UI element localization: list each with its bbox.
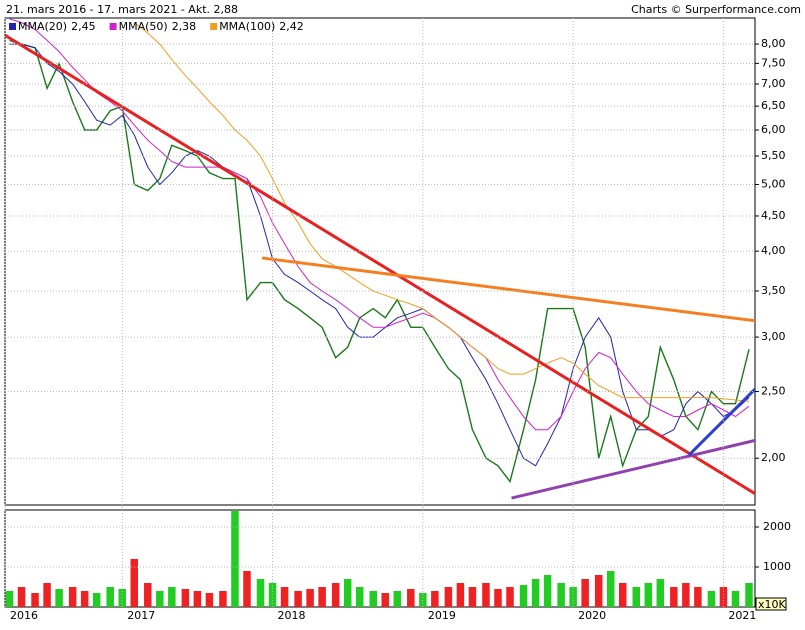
- volume-bar: [219, 591, 227, 607]
- volume-bar: [156, 591, 164, 607]
- volume-bar: [431, 591, 439, 607]
- volume-bar: [31, 593, 39, 607]
- y-tick-label: 5,00: [761, 177, 786, 190]
- price-panel: [4, 17, 756, 506]
- legend-swatch: [109, 23, 117, 30]
- volume-bar: [205, 593, 214, 607]
- y-tick-label: 2000: [763, 520, 791, 533]
- volume-bar: [144, 583, 152, 607]
- header-credit: Charts © Surperformance.com: [631, 3, 801, 16]
- y-tick-label: 8,00: [761, 37, 786, 50]
- legend-value: 2,42: [279, 20, 304, 33]
- trend-line: [687, 387, 755, 457]
- volume-bar: [707, 591, 716, 607]
- y-tick-label: 3,50: [761, 284, 786, 297]
- y-tick-label: 1000: [763, 560, 791, 573]
- volume-bar: [731, 591, 740, 607]
- volume-bar: [670, 587, 678, 607]
- volume-bar: [606, 571, 615, 607]
- volume-bar: [343, 579, 352, 607]
- volume-bar: [106, 587, 114, 607]
- legend-label: MMA(100): [219, 20, 275, 33]
- volume-bar: [618, 583, 627, 607]
- unit-label: x10K: [758, 598, 787, 611]
- volume-bar: [331, 583, 340, 607]
- volume-bar: [355, 587, 364, 607]
- volume-bar: [407, 589, 415, 607]
- volume-bar: [43, 583, 51, 607]
- volume-bar: [17, 587, 26, 607]
- volume-bar: [68, 587, 77, 607]
- volume-bar: [494, 589, 502, 607]
- volume-bar: [482, 583, 490, 607]
- volume-bar: [381, 593, 390, 607]
- volume-bar: [632, 587, 641, 607]
- legend-label: MMA(20): [18, 20, 67, 33]
- volume-bar: [594, 575, 603, 607]
- volume-bar: [256, 579, 265, 607]
- volume-bar: [92, 593, 101, 607]
- volume-bar: [294, 591, 302, 607]
- volume-bar: [231, 511, 239, 607]
- volume-bar: [506, 587, 514, 607]
- header-period: 21. mars 2016 - 17. mars 2021 - Akt. 2,8…: [6, 3, 238, 16]
- y-tick-label: 7,50: [761, 56, 786, 69]
- volume-bar: [193, 591, 202, 607]
- x-tick-label: 2017: [127, 609, 155, 622]
- y-tick-label: 4,50: [761, 209, 786, 222]
- ma-line: [9, 18, 750, 431]
- x-tick-label: 2018: [278, 609, 306, 622]
- y-tick-label: 2,00: [761, 451, 786, 464]
- volume-bar: [543, 575, 552, 607]
- y-tick-label: 4,00: [761, 244, 786, 257]
- volume-bar: [5, 591, 14, 607]
- legend-swatch: [9, 23, 16, 30]
- trend-line: [261, 256, 755, 323]
- volume-bar: [531, 579, 540, 607]
- volume-bar: [694, 587, 702, 607]
- price-line: [9, 39, 750, 484]
- volume-bar: [444, 587, 453, 607]
- volume-bar: [644, 583, 653, 607]
- x-tick-label: 2020: [578, 609, 606, 622]
- volume-bar: [581, 579, 589, 607]
- x-tick-label: 2016: [10, 609, 38, 622]
- volume-bar: [745, 583, 753, 607]
- trend-line: [5, 33, 755, 496]
- volume-bar: [369, 591, 377, 607]
- volume-bar: [456, 583, 465, 607]
- x-tick-label: 2021: [728, 609, 756, 622]
- unit-box: [755, 597, 787, 611]
- x-tick-label: 2019: [428, 609, 456, 622]
- volume-bar: [168, 587, 176, 607]
- volume-bar: [306, 589, 314, 607]
- y-tick-label: 2,50: [761, 385, 786, 398]
- volume-bar: [393, 591, 402, 607]
- y-tick-label: 6,50: [761, 99, 786, 112]
- ma-line: [133, 22, 750, 402]
- volume-bar: [656, 579, 665, 607]
- volume-bar: [557, 583, 565, 607]
- volume-bar: [243, 571, 251, 607]
- volume-bar: [130, 559, 139, 607]
- legend-value: 2,45: [71, 20, 96, 33]
- trend-line: [511, 438, 755, 500]
- legend-label: MMA(50): [119, 20, 168, 33]
- volume-bar: [55, 589, 63, 607]
- volume-bar: [682, 583, 690, 607]
- y-tick-label: 3,00: [761, 330, 786, 343]
- volume-bar: [519, 585, 528, 607]
- legend-value: 2,38: [172, 20, 197, 33]
- volume-bar: [181, 589, 190, 607]
- volume-bar: [280, 587, 289, 607]
- legend-swatch: [210, 23, 218, 30]
- volume-bar: [318, 587, 326, 607]
- volume-bar: [80, 591, 89, 607]
- y-tick-label: 7,00: [761, 77, 786, 90]
- y-tick-label: 6,00: [761, 123, 786, 136]
- volume-panel: [4, 509, 756, 608]
- y-tick-label: 5,50: [761, 149, 786, 162]
- volume-bar: [468, 587, 477, 607]
